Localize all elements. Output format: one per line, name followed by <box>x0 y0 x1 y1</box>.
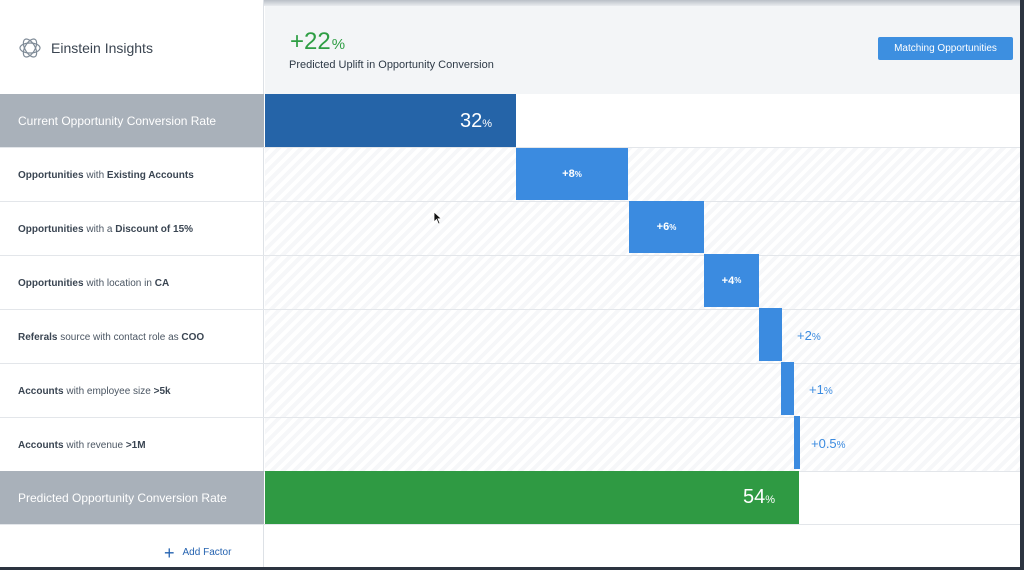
factor-bar-employee-size <box>781 362 794 415</box>
current-rate-label: Current Opportunity Conversion Rate <box>0 94 264 148</box>
matching-opportunities-button[interactable]: Matching Opportunities <box>878 37 1013 60</box>
uplift-caption: Predicted Uplift in Opportunity Conversi… <box>289 59 494 71</box>
factor-bar-location: +4% <box>704 254 759 307</box>
row-track <box>265 418 1020 472</box>
row-divider <box>0 255 1020 256</box>
row-divider <box>0 309 1020 310</box>
factor-value-revenue: +0.5% <box>811 436 846 451</box>
current-rate-value: 32 <box>459 109 483 132</box>
row-divider <box>0 147 1020 148</box>
brand-title: Einstein Insights <box>51 40 153 56</box>
uplift-value: +22% <box>290 28 346 55</box>
factor-bar-existing-accounts: +8% <box>516 148 628 200</box>
predicted-rate-bar: 54% <box>265 471 799 524</box>
factor-value-referrals: +2% <box>797 328 821 343</box>
row-divider <box>0 201 1020 202</box>
factor-label-revenue[interactable]: Accounts with revenue >1M <box>18 439 146 451</box>
factor-label-employee-size[interactable]: Accounts with employee size >5k <box>18 385 171 397</box>
row-divider <box>0 363 1020 364</box>
background-header-strip <box>0 0 1020 6</box>
factor-bar-revenue <box>794 416 800 469</box>
uplift-header: +22% Predicted Uplift in Opportunity Con… <box>265 6 1020 94</box>
brand: Einstein Insights <box>18 36 153 60</box>
factor-bar-discount: +6% <box>629 201 704 253</box>
row-divider <box>0 524 1020 525</box>
factor-label-discount[interactable]: Opportunities with a Discount of 15% <box>18 223 194 235</box>
einstein-logo-icon <box>19 38 41 58</box>
add-factor-label: Add Factor <box>182 547 232 558</box>
add-factor-button[interactable]: + Add Factor <box>164 542 232 563</box>
row-track <box>265 310 1020 364</box>
factor-label-referrals[interactable]: Referals source with contact role as COO <box>18 331 205 343</box>
factor-label-location[interactable]: Opportunities with location in CA <box>18 277 170 289</box>
mouse-pointer-icon <box>433 211 443 225</box>
row-divider <box>0 417 1020 418</box>
row-track <box>265 148 1020 202</box>
factor-bar-referrals <box>759 308 782 361</box>
row-track <box>265 256 1020 310</box>
current-rate-bar: 32% <box>265 94 516 148</box>
row-track <box>265 364 1020 418</box>
factor-label-existing-accounts[interactable]: Opportunities with Existing Accounts <box>18 169 194 181</box>
factor-value-employee-size: +1% <box>809 382 833 397</box>
plus-icon: + <box>164 542 175 563</box>
predicted-rate-value: 54 <box>742 486 766 508</box>
predicted-rate-label: Predicted Opportunity Conversion Rate <box>0 471 264 525</box>
